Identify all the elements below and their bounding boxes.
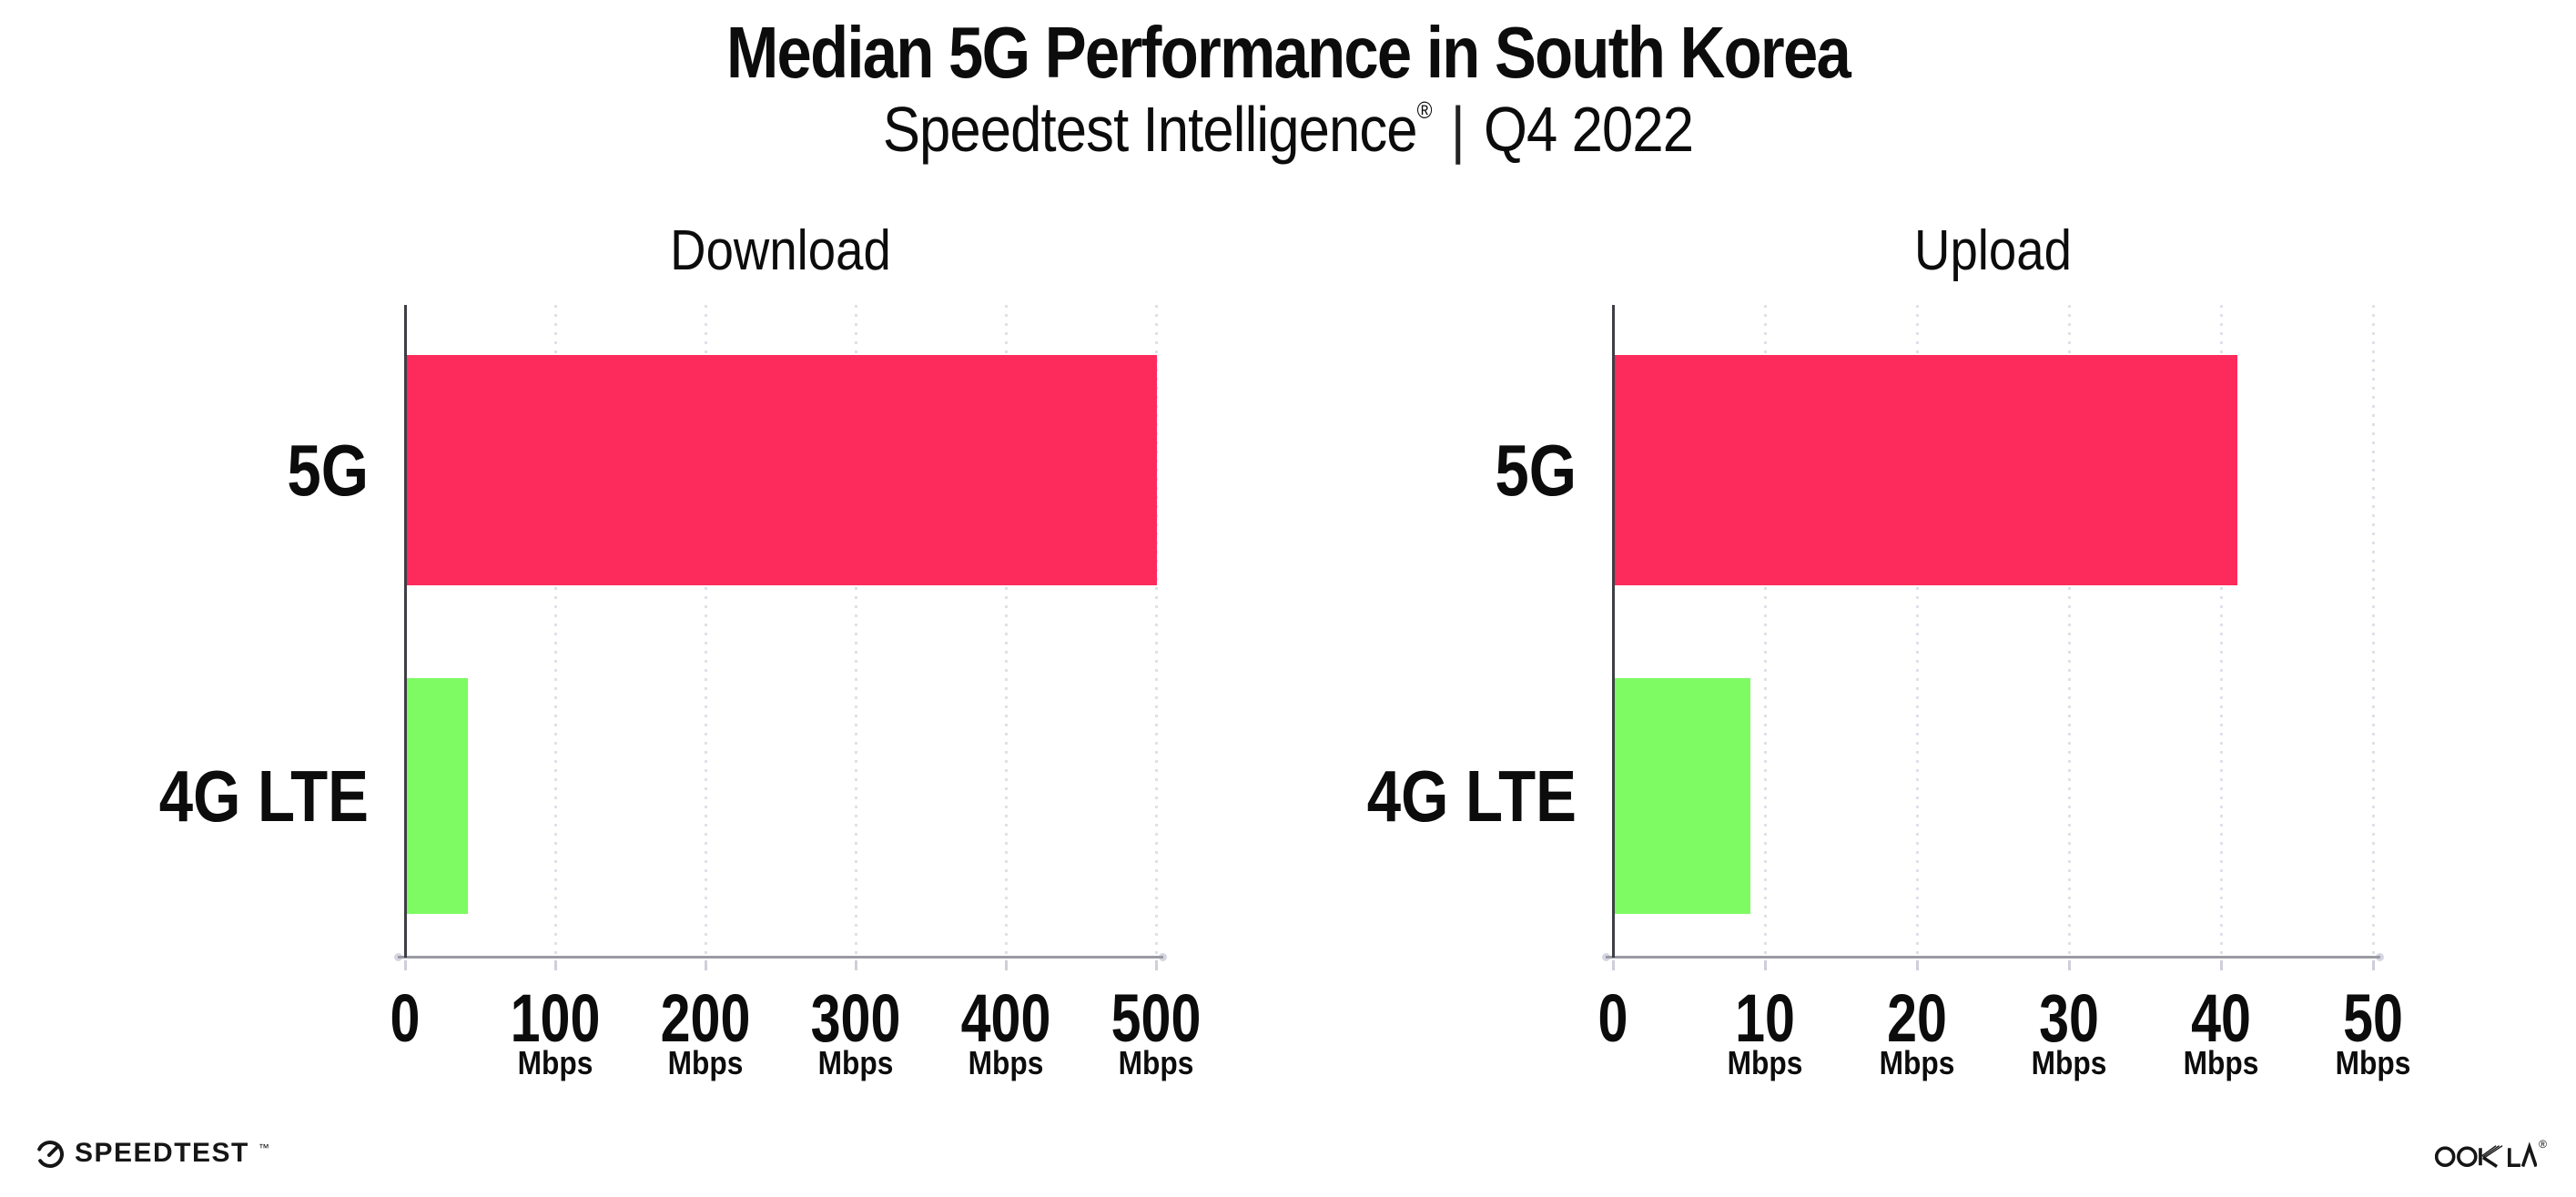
figure-title: Median 5G Performance in South Korea: [725, 12, 1851, 93]
download-category-label-5g: 5G: [287, 429, 369, 511]
download-gridline-200: [705, 305, 707, 958]
download-axis-tick-0: [404, 960, 407, 970]
upload-axis-tick-50: [2372, 960, 2375, 970]
download-gridline-300: [855, 305, 857, 958]
download-gridline-500: [1155, 305, 1158, 958]
upload-category-label-5g: 5G: [1495, 429, 1577, 511]
subtitle-period: Q4 2022: [1483, 94, 1694, 165]
upload-bar-5g: [1614, 355, 2237, 585]
upload-axis-tick-30: [2068, 960, 2071, 970]
speedtest-gauge-icon: [36, 1141, 64, 1168]
upload-category-label-4g-lte: 4G LTE: [1366, 755, 1577, 837]
download-tick-label-100: 100: [510, 980, 601, 1056]
speedtest-logo: SPEEDTEST ™: [35, 1138, 269, 1169]
download-tick-unit-100: Mbps: [517, 1044, 593, 1081]
download-tick-unit-300: Mbps: [817, 1044, 894, 1081]
download-tick-unit-400: Mbps: [968, 1044, 1044, 1081]
subtitle-divider: |: [1450, 94, 1465, 165]
upload-gridline-10: [1764, 305, 1767, 958]
download-tick-label-200: 200: [660, 980, 751, 1056]
download-category-label-4g-lte: 4G LTE: [158, 755, 369, 837]
upload-tick-label-10: 10: [1735, 980, 1795, 1056]
upload-gridline-20: [1916, 305, 1919, 958]
upload-tick-unit-30: Mbps: [2031, 1044, 2107, 1081]
ookla-logo: ®: [2435, 1138, 2547, 1169]
upload-tick-label-20: 20: [1887, 980, 1947, 1056]
upload-y-axis-line: [1612, 305, 1615, 958]
download-tick-label-300: 300: [810, 980, 901, 1056]
download-x-axis-line: [398, 956, 1163, 959]
download-axis-tick-300: [855, 960, 857, 970]
download-axis-tick-200: [705, 960, 707, 970]
upload-x-axis-line: [1606, 956, 2380, 959]
upload-tick-label-0: 0: [1597, 980, 1628, 1056]
download-tick-label-400: 400: [960, 980, 1051, 1056]
upload-bar-4g-lte: [1614, 678, 1751, 914]
figure-subtitle: Speedtest Intelligence® | Q4 2022: [155, 93, 2421, 166]
download-axis-tick-500: [1155, 960, 1158, 970]
upload-tick-unit-10: Mbps: [1727, 1044, 1803, 1081]
upload-axis-tick-40: [2220, 960, 2223, 970]
registered-mark: ®: [1416, 96, 1433, 124]
upload-chart-title: Upload: [1914, 219, 2072, 282]
upload-axis-tick-20: [1916, 960, 1919, 970]
upload-tick-unit-20: Mbps: [1879, 1044, 1955, 1081]
speedtest-logo-text: SPEEDTEST: [75, 1138, 249, 1168]
download-y-axis-line: [404, 305, 407, 958]
upload-tick-label-30: 30: [2039, 980, 2099, 1056]
upload-axis-tick-0: [1612, 960, 1615, 970]
ookla-wordmark: [2435, 1141, 2538, 1169]
upload-gridline-30: [2068, 305, 2071, 958]
upload-gridline-50: [2372, 305, 2375, 958]
download-chart-title: Download: [670, 219, 891, 282]
ookla-registered-mark: ®: [2539, 1138, 2547, 1151]
download-axis-tick-400: [1005, 960, 1008, 970]
download-tick-label-500: 500: [1111, 980, 1202, 1056]
download-axis-tick-100: [554, 960, 557, 970]
speedtest-trademark: ™: [258, 1141, 269, 1154]
download-gridline-400: [1005, 305, 1008, 958]
gauge-needle: [47, 1146, 58, 1157]
download-bar-5g: [406, 355, 1157, 585]
upload-axis-tick-10: [1764, 960, 1767, 970]
subtitle-brand: Speedtest Intelligence: [882, 94, 1418, 165]
download-bar-4g-lte: [406, 678, 468, 914]
download-tick-label-0: 0: [390, 980, 421, 1056]
upload-tick-unit-50: Mbps: [2335, 1044, 2411, 1081]
upload-tick-label-40: 40: [2191, 980, 2251, 1056]
upload-tick-unit-40: Mbps: [2183, 1044, 2259, 1081]
download-tick-unit-200: Mbps: [667, 1044, 744, 1081]
upload-gridline-40: [2220, 305, 2223, 958]
upload-tick-label-50: 50: [2343, 980, 2403, 1056]
download-gridline-100: [554, 305, 557, 958]
download-tick-unit-500: Mbps: [1118, 1044, 1194, 1081]
